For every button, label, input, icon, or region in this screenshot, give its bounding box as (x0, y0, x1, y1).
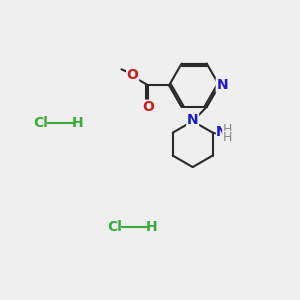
Text: N: N (216, 78, 228, 92)
Text: O: O (127, 68, 139, 82)
Text: Cl: Cl (107, 220, 122, 234)
Text: Cl: Cl (34, 116, 49, 130)
Text: O: O (142, 100, 154, 114)
Text: H: H (146, 220, 157, 234)
Text: H: H (223, 123, 232, 136)
Text: N: N (187, 113, 199, 127)
Text: H: H (72, 116, 84, 130)
Text: H: H (223, 131, 232, 144)
Text: N: N (216, 125, 228, 139)
